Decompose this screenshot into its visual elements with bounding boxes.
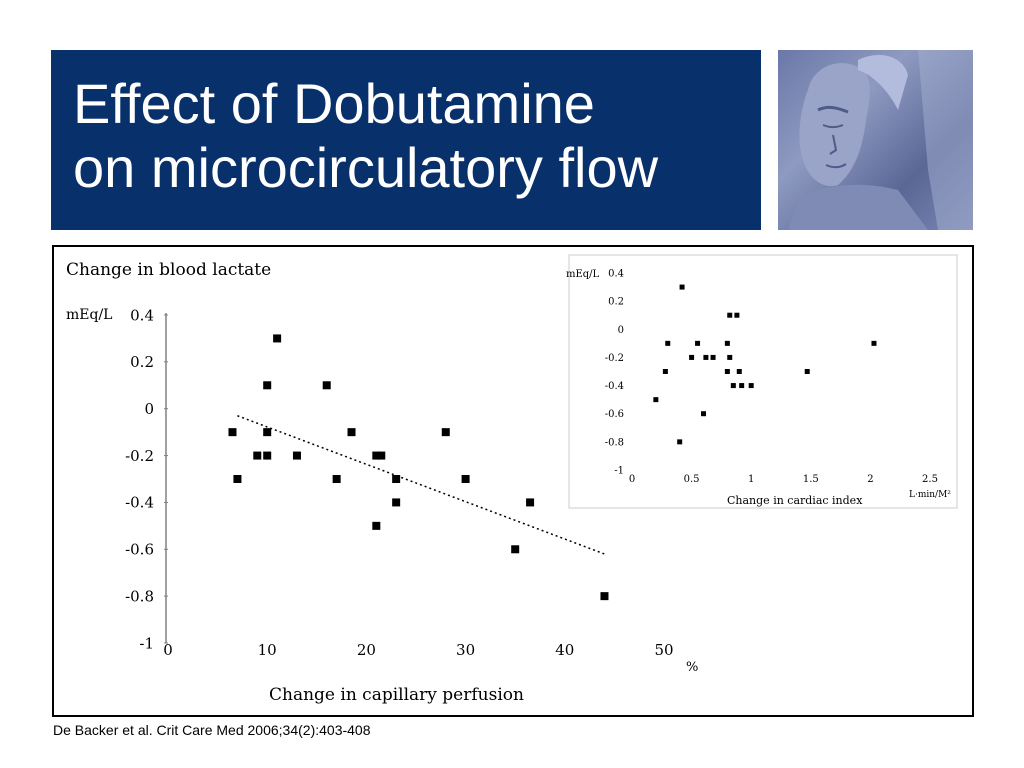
data-point — [739, 383, 745, 389]
data-point — [263, 428, 272, 437]
slide-title-line-1: Effect of Dobutamine — [73, 72, 595, 135]
data-point — [372, 521, 381, 530]
data-point — [736, 369, 742, 374]
x-tick-label: 0 — [163, 641, 173, 659]
x-tick-label: 2 — [867, 474, 873, 485]
y-tick-label: 0 — [144, 400, 154, 418]
inset-x-unit: L·min/M² — [909, 490, 951, 500]
data-point — [689, 354, 695, 360]
bust-photo-icon — [788, 50, 973, 230]
data-point — [804, 369, 810, 374]
data-point — [273, 334, 282, 343]
y-tick-label: -1 — [139, 634, 154, 652]
data-point — [665, 340, 671, 346]
x-tick-label: 1.5 — [803, 474, 819, 485]
data-point — [233, 475, 242, 483]
data-point — [730, 383, 736, 389]
y-tick-label: -0.4 — [605, 381, 624, 392]
data-point — [748, 383, 754, 389]
data-point — [228, 428, 237, 437]
data-point — [871, 340, 877, 346]
x-tick-label: 40 — [555, 641, 574, 659]
main-y-axis-label: mEq/L — [66, 307, 112, 323]
citation: De Backer et al. Crit Care Med 2006;34(2… — [53, 722, 371, 738]
data-point — [511, 545, 520, 554]
data-point — [322, 381, 331, 390]
data-point — [441, 428, 450, 437]
y-tick-label: -0.8 — [605, 437, 624, 448]
data-point — [724, 369, 730, 374]
inset-data-points — [653, 284, 877, 445]
data-point — [600, 592, 609, 601]
data-point — [724, 340, 730, 346]
x-tick-label: 50 — [654, 641, 673, 659]
data-point — [695, 340, 701, 346]
data-point — [347, 428, 356, 437]
y-tick-label: 0.4 — [608, 269, 624, 280]
data-point — [332, 475, 341, 483]
data-point — [703, 354, 709, 360]
y-tick-label: -0.6 — [125, 541, 154, 559]
inset-y-axis-label: mEq/L — [566, 269, 600, 280]
y-tick-label: -1 — [614, 466, 624, 477]
data-point — [392, 498, 401, 507]
data-point — [727, 354, 733, 360]
y-tick-label: -0.6 — [605, 409, 624, 420]
data-point — [392, 475, 401, 483]
chart-frame: Change in blood lactate mEq/L Change in … — [52, 245, 974, 717]
main-axis-ticks: 0.4 0.2 0 -0.2 -0.4 -0.6 -0.8 -1 0 10 20 30 40 50 — [125, 306, 673, 659]
x-tick-label: 2.5 — [922, 474, 938, 485]
main-x-axis-label: Change in capillary perfusion — [269, 685, 524, 705]
chart-svg: Change in blood lactate mEq/L Change in … — [66, 254, 958, 705]
y-tick-label: -0.4 — [125, 494, 154, 512]
data-point — [263, 451, 272, 460]
data-point — [710, 354, 716, 360]
slide-title-line-2: on microcirculatory flow — [73, 136, 659, 199]
bust-photo — [778, 50, 973, 230]
data-point — [461, 475, 470, 483]
data-point — [734, 312, 740, 318]
data-point — [292, 451, 301, 460]
y-tick-label: 0 — [618, 325, 624, 336]
x-tick-label: 0.5 — [684, 474, 700, 485]
data-point — [727, 312, 733, 318]
data-point — [377, 451, 386, 460]
y-tick-label: 0.2 — [608, 297, 624, 308]
main-chart-title: Change in blood lactate — [66, 260, 271, 280]
slide-title: Effect of Dobutamine on microcirculatory… — [73, 72, 751, 200]
x-tick-label: 0 — [629, 474, 635, 485]
y-tick-label: 0.4 — [130, 306, 154, 324]
x-tick-label: 1 — [748, 474, 754, 485]
data-point — [679, 284, 685, 290]
inset-axis-ticks: 0.4 0.2 0 -0.2 -0.4 -0.6 -0.8 -1 0 0.5 1 1.5 2 2.5 — [605, 269, 938, 486]
data-point — [662, 369, 668, 374]
data-point — [253, 451, 262, 460]
inset-x-axis-label: Change in cardiac index — [727, 494, 863, 507]
main-data-points — [228, 334, 609, 601]
data-point — [653, 397, 659, 403]
y-tick-label: -0.8 — [125, 587, 154, 605]
data-point — [701, 411, 707, 417]
main-trendline — [237, 415, 605, 555]
data-point — [677, 439, 683, 445]
x-tick-label: 30 — [456, 641, 475, 659]
title-band: Effect of Dobutamine on microcirculatory… — [51, 50, 761, 230]
y-tick-label: -0.2 — [125, 447, 154, 465]
x-tick-label: 10 — [258, 641, 277, 659]
y-tick-label: -0.2 — [605, 353, 624, 364]
data-point — [526, 498, 535, 507]
data-point — [263, 381, 272, 390]
main-x-unit: % — [686, 660, 698, 675]
data-point — [372, 451, 381, 460]
inset-chart-background — [568, 254, 958, 509]
x-tick-label: 20 — [357, 641, 376, 659]
y-tick-label: 0.2 — [130, 353, 154, 371]
